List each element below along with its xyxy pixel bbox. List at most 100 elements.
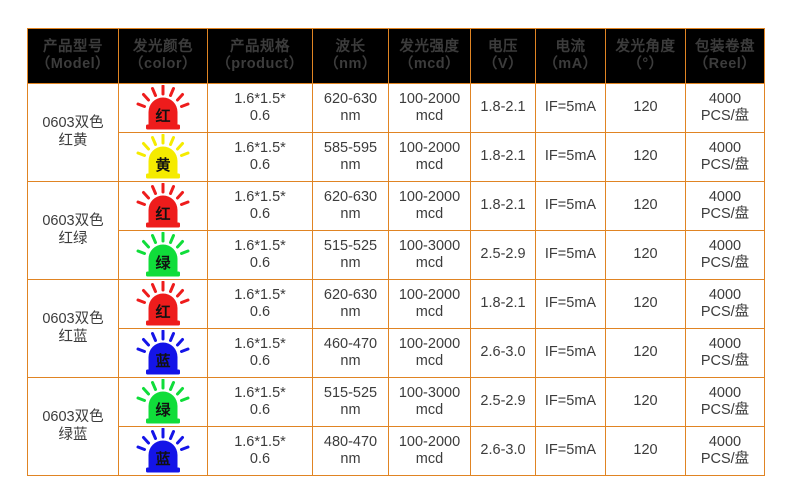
product-cell-line-2: 0.6 <box>249 353 271 369</box>
table-row: 0603双色 绿蓝绿 1.6*1.5* 0.6 515-525 nm 100-3000 mcd… <box>27 377 765 476</box>
intensity-cell-line-2: mcd <box>415 206 444 222</box>
intensity-cell-line-1: 100-3000 <box>398 237 461 254</box>
header-label-en: （mA） <box>543 56 598 72</box>
wavelength-cell-line-2: nm <box>340 108 361 124</box>
product-cell-line-1: 1.6*1.5* <box>234 384 286 401</box>
color-cell: 红 <box>118 279 208 329</box>
product-cell-line-1: 1.6*1.5* <box>234 188 286 205</box>
led-icon-wrap: 绿 <box>119 231 207 279</box>
table-row: 0603双色 红绿红 1.6*1.5* 0.6 620-630 nm 100-2000 mcd… <box>27 181 765 280</box>
current-cell: IF=5mA <box>535 181 606 231</box>
header-col-voltage: 电压 （V） <box>470 28 536 84</box>
table-body: 0603双色 红黄红 1.6*1.5* 0.6 620-630 nm 100-2000 mcd… <box>27 83 765 476</box>
reel-cell-line-2: PCS/盘 <box>700 255 750 271</box>
reel-cell-line-2: PCS/盘 <box>700 353 750 369</box>
voltage-cell: 1.8-2.1 <box>470 132 536 182</box>
product-cell: 1.6*1.5* 0.6 <box>207 132 313 182</box>
table-row: 绿 1.6*1.5* 0.6 515-525 nm 100-3000 mcd 2.5-2.9 I… <box>28 230 765 280</box>
led-color-label: 红 <box>155 107 170 125</box>
header-label-en: （Model） <box>35 56 111 72</box>
intensity-cell-line-1: 100-2000 <box>398 433 461 450</box>
voltage-cell: 2.5-2.9 <box>470 377 536 427</box>
product-cell-line-1: 1.6*1.5* <box>234 433 286 450</box>
current-cell: IF=5mA <box>535 279 606 329</box>
angle-cell: 120 <box>605 377 686 427</box>
color-cell: 红 <box>118 181 208 231</box>
wavelength-cell-line-1: 620-630 <box>323 90 378 107</box>
product-cell-line-2: 0.6 <box>249 157 271 173</box>
intensity-cell-line-1: 100-2000 <box>398 90 461 107</box>
intensity-cell-line-1: 100-2000 <box>398 139 461 156</box>
reel-cell-line-2: PCS/盘 <box>700 402 750 418</box>
intensity-cell-line-1: 100-2000 <box>398 188 461 205</box>
header-label-cn: 电流 <box>555 38 586 55</box>
model-line-1: 0603双色 <box>42 213 104 230</box>
header-col-wavelength: 波长 （nm） <box>312 28 389 84</box>
reel-cell-line-1: 4000 <box>708 90 742 107</box>
intensity-cell-line-1: 100-3000 <box>398 384 461 401</box>
intensity-cell-line-2: mcd <box>415 451 444 467</box>
led-bulb-icon: 红 <box>136 85 190 130</box>
intensity-cell: 100-2000 mcd <box>388 279 471 329</box>
intensity-cell-line-2: mcd <box>415 402 444 418</box>
intensity-cell-line-1: 100-2000 <box>398 286 461 303</box>
product-cell-line-1: 1.6*1.5* <box>234 286 286 303</box>
wavelength-cell: 620-630 nm <box>312 83 389 133</box>
header-row: 产品型号 （Model） 发光颜色 （color） 产品规格 （product） 波长 （nm… <box>27 28 765 84</box>
led-icon-wrap: 黄 <box>119 133 207 181</box>
intensity-cell-line-1: 100-2000 <box>398 335 461 352</box>
angle-cell: 120 <box>605 328 686 378</box>
product-cell-line-2: 0.6 <box>249 402 271 418</box>
reel-cell-line-1: 4000 <box>708 286 742 303</box>
color-cell: 蓝 <box>118 328 208 378</box>
current-cell: IF=5mA <box>535 328 606 378</box>
header-label-en: （Reel） <box>693 56 757 72</box>
model-line-2: 绿蓝 <box>58 426 88 443</box>
led-bulb-icon: 绿 <box>136 232 190 277</box>
table-row: 蓝 1.6*1.5* 0.6 460-470 nm 100-2000 mcd 2.6-3.0 I… <box>28 328 765 378</box>
intensity-cell-line-2: mcd <box>415 255 444 271</box>
wavelength-cell-line-2: nm <box>340 402 361 418</box>
intensity-cell: 100-2000 mcd <box>388 181 471 231</box>
reel-cell-line-1: 4000 <box>708 237 742 254</box>
header-label-en: （V） <box>482 56 524 72</box>
led-color-label: 红 <box>155 205 170 223</box>
product-cell: 1.6*1.5* 0.6 <box>207 83 313 133</box>
product-cell: 1.6*1.5* 0.6 <box>207 328 313 378</box>
wavelength-cell-line-2: nm <box>340 255 361 271</box>
led-icon-wrap: 蓝 <box>119 427 207 475</box>
wavelength-cell: 585-595 nm <box>312 132 389 182</box>
wavelength-cell-line-1: 515-525 <box>323 384 378 401</box>
voltage-cell: 1.8-2.1 <box>470 279 536 329</box>
intensity-cell-line-2: mcd <box>415 304 444 320</box>
voltage-cell: 2.6-3.0 <box>470 328 536 378</box>
header-label-en: （product） <box>216 56 304 72</box>
wavelength-cell-line-1: 515-525 <box>323 237 378 254</box>
wavelength-cell-line-1: 480-470 <box>323 433 378 450</box>
led-color-label: 红 <box>155 303 170 321</box>
intensity-cell: 100-2000 mcd <box>388 328 471 378</box>
header-label-cn: 发光角度 <box>615 38 676 55</box>
angle-cell: 120 <box>605 426 686 476</box>
product-cell-line-1: 1.6*1.5* <box>234 335 286 352</box>
wavelength-cell: 480-470 nm <box>312 426 389 476</box>
header-label-cn: 发光强度 <box>399 38 460 55</box>
product-cell: 1.6*1.5* 0.6 <box>207 377 313 427</box>
reel-cell-line-1: 4000 <box>708 335 742 352</box>
wavelength-cell: 460-470 nm <box>312 328 389 378</box>
reel-cell-line-1: 4000 <box>708 188 742 205</box>
wavelength-cell-line-1: 620-630 <box>323 286 378 303</box>
intensity-cell-line-2: mcd <box>415 157 444 173</box>
reel-cell: 4000 PCS/盘 <box>685 83 765 133</box>
intensity-cell: 100-3000 mcd <box>388 230 471 280</box>
color-cell: 蓝 <box>118 426 208 476</box>
model-line-1: 0603双色 <box>42 311 104 328</box>
reel-cell: 4000 PCS/盘 <box>685 181 765 231</box>
voltage-cell: 2.5-2.9 <box>470 230 536 280</box>
angle-cell: 120 <box>605 279 686 329</box>
product-cell: 1.6*1.5* 0.6 <box>207 230 313 280</box>
product-cell: 1.6*1.5* 0.6 <box>207 181 313 231</box>
wavelength-cell-line-2: nm <box>340 206 361 222</box>
angle-cell: 120 <box>605 230 686 280</box>
led-bulb-icon: 蓝 <box>136 330 190 375</box>
